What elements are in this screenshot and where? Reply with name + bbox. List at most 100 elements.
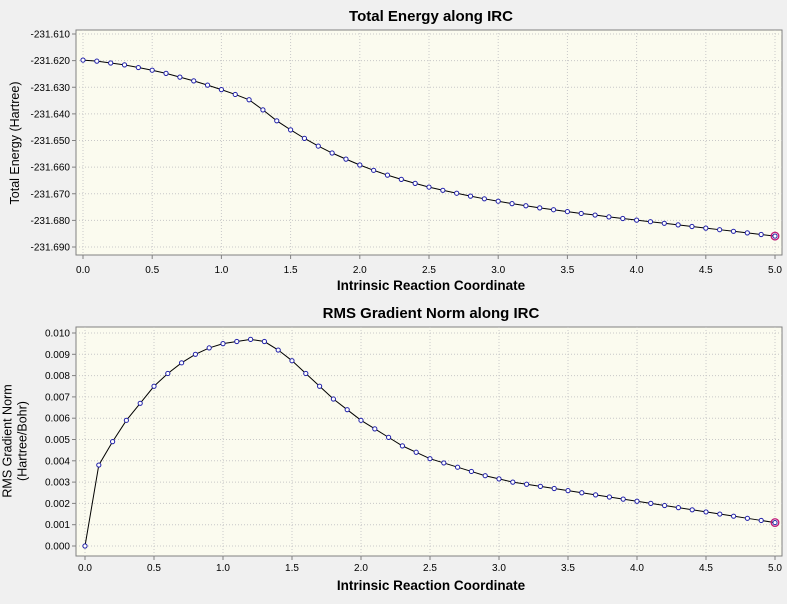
data-point[interactable] — [744, 230, 750, 236]
data-point[interactable] — [358, 417, 364, 423]
data-point[interactable] — [149, 67, 155, 73]
data-point[interactable] — [220, 341, 226, 347]
data-point[interactable] — [135, 64, 141, 71]
total-energy-chart[interactable]: Total Energy along IRC -231.610 -231.620 -… — [8, 8, 783, 293]
data-point[interactable] — [427, 456, 433, 462]
data-point[interactable] — [163, 70, 169, 77]
data-point[interactable] — [371, 167, 377, 173]
data-point[interactable] — [206, 345, 212, 351]
data-point[interactable] — [440, 187, 446, 193]
data-point[interactable] — [537, 483, 544, 489]
data-point[interactable] — [592, 212, 598, 218]
data-point[interactable] — [372, 426, 378, 432]
data-point[interactable] — [758, 231, 764, 238]
data-point[interactable] — [565, 488, 571, 494]
rms-gradient-chart[interactable]: RMS Gradient Norm along IRC 0.010 0.009 0.… — [1, 305, 783, 593]
data-point[interactable] — [121, 62, 128, 68]
data-point[interactable] — [772, 519, 778, 526]
current-point-marker[interactable] — [770, 518, 780, 528]
data-point[interactable] — [426, 184, 432, 190]
data-point[interactable] — [399, 443, 405, 449]
data-point[interactable] — [234, 338, 240, 345]
data-point[interactable] — [772, 233, 778, 239]
data-point[interactable] — [315, 143, 321, 149]
data-point[interactable] — [301, 135, 308, 141]
data-point[interactable] — [675, 222, 681, 228]
data-point[interactable] — [204, 82, 211, 88]
data-point[interactable] — [413, 449, 419, 455]
data-point[interactable] — [495, 198, 501, 204]
data-point[interactable] — [606, 494, 613, 500]
data-point[interactable] — [662, 502, 668, 509]
data-point[interactable] — [689, 507, 695, 513]
data-point[interactable] — [343, 156, 349, 162]
current-point-marker[interactable] — [770, 231, 780, 241]
data-point[interactable] — [496, 476, 502, 482]
data-point[interactable] — [80, 57, 86, 63]
data-point[interactable] — [260, 107, 266, 113]
data-point[interactable] — [578, 210, 584, 217]
data-point[interactable] — [593, 492, 599, 498]
data-point[interactable] — [441, 460, 447, 466]
data-point[interactable] — [246, 97, 252, 103]
data-point[interactable] — [468, 468, 474, 475]
data-point[interactable] — [482, 473, 488, 479]
data-point[interactable] — [730, 228, 737, 234]
data-point[interactable] — [261, 338, 267, 345]
data-point[interactable] — [179, 360, 185, 366]
data-point[interactable] — [386, 434, 392, 440]
data-point[interactable] — [717, 511, 723, 517]
data-point[interactable] — [703, 225, 709, 231]
data-point[interactable] — [165, 370, 171, 377]
data-point[interactable] — [634, 217, 640, 223]
data-point[interactable] — [551, 485, 557, 492]
data-point[interactable] — [357, 162, 363, 168]
data-point[interactable] — [523, 203, 529, 209]
data-point[interactable] — [579, 490, 585, 496]
data-point[interactable] — [412, 180, 418, 186]
data-point[interactable] — [634, 498, 640, 504]
data-point[interactable] — [274, 118, 280, 124]
data-point[interactable] — [248, 336, 254, 342]
data-point[interactable] — [758, 517, 764, 524]
data-point[interactable] — [510, 479, 516, 485]
data-point[interactable] — [151, 383, 157, 389]
data-point[interactable] — [703, 509, 709, 515]
data-point[interactable] — [232, 91, 238, 98]
data-point[interactable] — [329, 150, 335, 156]
data-point[interactable] — [467, 193, 474, 199]
data-point[interactable] — [606, 214, 612, 220]
plot-area[interactable] — [75, 326, 783, 557]
data-point[interactable] — [177, 74, 183, 80]
data-point[interactable] — [344, 407, 350, 413]
data-point[interactable] — [550, 207, 557, 213]
data-point[interactable] — [731, 513, 737, 519]
data-point[interactable] — [398, 176, 404, 182]
data-point[interactable] — [137, 400, 143, 406]
data-point[interactable] — [537, 205, 543, 211]
data-point[interactable] — [661, 220, 667, 226]
data-point[interactable] — [620, 496, 626, 502]
data-point[interactable] — [330, 396, 336, 402]
data-point[interactable] — [191, 78, 197, 84]
data-point[interactable] — [689, 223, 695, 230]
data-point[interactable] — [288, 127, 294, 133]
plot-area[interactable] — [75, 29, 783, 256]
data-point[interactable] — [384, 172, 391, 178]
data-point[interactable] — [648, 500, 654, 506]
data-point[interactable] — [303, 370, 309, 377]
data-point[interactable] — [524, 481, 530, 487]
data-point[interactable] — [647, 219, 654, 225]
data-point[interactable] — [94, 58, 100, 64]
data-point[interactable] — [218, 87, 224, 93]
data-point[interactable] — [192, 351, 198, 357]
data-point[interactable] — [82, 543, 88, 549]
data-point[interactable] — [110, 439, 116, 445]
data-point[interactable] — [123, 417, 130, 423]
data-point[interactable] — [455, 464, 461, 470]
data-point[interactable] — [289, 358, 295, 364]
data-point[interactable] — [275, 347, 281, 353]
data-point[interactable] — [717, 227, 723, 233]
data-point[interactable] — [564, 208, 571, 215]
data-point[interactable] — [509, 201, 515, 207]
